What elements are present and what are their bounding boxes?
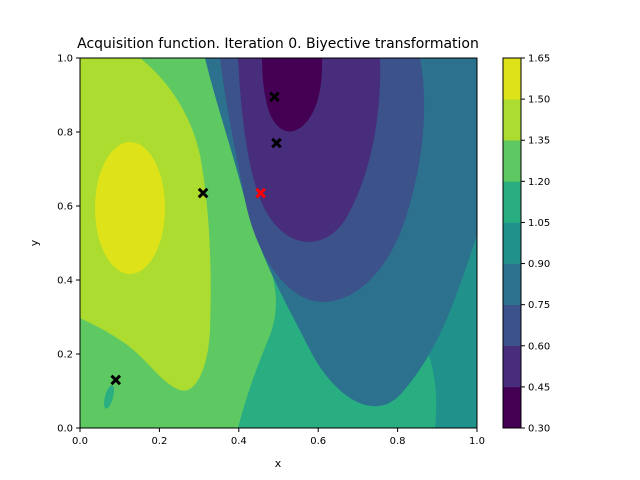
colorbar-frame: [502, 57, 522, 429]
x-tick-label: 1.0: [469, 436, 485, 447]
colorbar-tick-label: 1.20: [528, 177, 550, 188]
x-axis: 0.0 0.2 0.4 0.6 0.8 1.0: [72, 428, 485, 447]
x-axis-label: x: [275, 457, 282, 470]
plot-frame: [79, 57, 478, 429]
chart-title: Acquisition function. Iteration 0. Biyec…: [77, 36, 479, 52]
contour-blob-low: [104, 385, 114, 409]
colorbar-segment: [503, 140, 521, 182]
colorbar-tick-label: 1.50: [528, 95, 550, 106]
y-tick-label: 0.2: [57, 350, 73, 361]
colorbar-tick-label: 0.30: [528, 424, 550, 435]
observed-point-marker: [269, 91, 280, 103]
colorbar-segment: [503, 386, 521, 429]
colorbar-tick-label: 1.35: [528, 136, 550, 147]
y-tick-label: 0.8: [57, 128, 73, 139]
x-tick-label: 0.0: [72, 436, 88, 447]
colorbar-segment: [503, 222, 521, 264]
y-axis-label: y: [28, 239, 41, 246]
y-tick-label: 0.0: [57, 424, 73, 435]
observed-point-marker: [110, 374, 122, 386]
y-tick-label: 0.6: [57, 202, 73, 213]
observed-points: [110, 91, 282, 386]
y-tick-label: 0.4: [57, 276, 73, 287]
colorbar-tick-label: 1.65: [528, 54, 550, 65]
contour-band-1.50: [95, 142, 165, 274]
colorbar-segment: [503, 58, 521, 100]
plot-area: [80, 58, 477, 428]
observed-point-marker: [271, 137, 282, 149]
colorbar: 0.30 0.45 0.60 0.75 0.90 1.05 1.20 1.35 1.50 1.65: [502, 54, 550, 435]
y-axis: 0.0 0.2 0.4 0.6 0.8 1.0: [57, 54, 80, 435]
x-tick-label: 0.2: [151, 436, 167, 447]
colorbar-segment: [503, 181, 521, 223]
colorbar-tick-label: 1.05: [528, 218, 550, 229]
colorbar-segment: [503, 263, 521, 305]
colorbar-tick-label: 0.90: [528, 259, 550, 270]
next-point-marker: [255, 187, 266, 199]
x-tick-label: 0.8: [390, 436, 406, 447]
next-point-group: [255, 187, 266, 199]
x-tick-label: 0.6: [310, 436, 326, 447]
y-tick-label: 1.0: [57, 54, 73, 65]
colorbar-segment: [503, 304, 521, 347]
colorbar-tick-label: 0.45: [528, 382, 550, 393]
colorbar-segment: [503, 345, 521, 388]
x-tick-label: 0.4: [231, 436, 247, 447]
colorbar-tick-label: 0.75: [528, 300, 550, 311]
observed-point-marker: [197, 187, 209, 199]
colorbar-segment: [503, 99, 521, 141]
colorbar-tick-label: 0.60: [528, 341, 550, 352]
contour-band-0.30: [262, 58, 323, 132]
